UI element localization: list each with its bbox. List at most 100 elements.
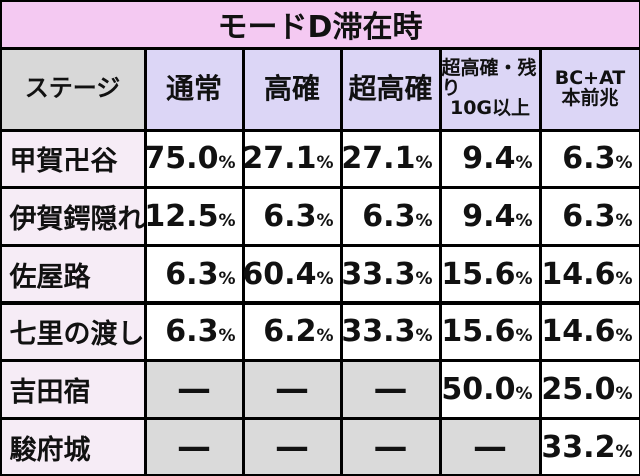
- header-cell: 超高確: [342, 49, 439, 129]
- value-cell: 75.0%: [144, 131, 242, 187]
- header-text: 10G以上: [449, 96, 531, 119]
- value-cell: 6.3%: [541, 131, 639, 187]
- unit: %: [615, 383, 633, 404]
- value: 6.3%: [362, 198, 433, 234]
- value-cell: 6.3%: [146, 246, 242, 302]
- value: 27.1%: [341, 141, 433, 177]
- value: —: [473, 427, 507, 468]
- value-cell: 60.4%: [242, 246, 340, 302]
- value-cell: 6.3%: [244, 189, 340, 244]
- value: 33.3%: [341, 314, 433, 350]
- value: 6.3%: [263, 198, 334, 234]
- unit: %: [218, 326, 236, 347]
- value-cell: 27.1%: [341, 131, 439, 187]
- value-cell: 14.6%: [541, 304, 639, 360]
- row-label: 駿府城: [1, 419, 144, 475]
- value: —: [373, 427, 408, 468]
- value-cell: —: [146, 362, 242, 417]
- value: 33.2%: [541, 429, 633, 465]
- unit: %: [316, 210, 334, 231]
- unit: %: [316, 326, 334, 347]
- header-cell: 高確: [244, 49, 340, 129]
- value: 9.4%: [462, 198, 533, 234]
- unit: %: [615, 153, 633, 174]
- header-text: 高確: [263, 72, 320, 106]
- value: 15.6%: [441, 256, 533, 292]
- value-cell: 27.1%: [242, 131, 340, 187]
- value-cell: —: [244, 419, 340, 475]
- value: 60.4%: [242, 256, 334, 292]
- value-cell: 12.5%: [144, 189, 242, 244]
- header-cell: ステージ: [1, 49, 144, 129]
- value: —: [177, 369, 211, 410]
- unit: %: [515, 268, 533, 289]
- header-text: 超高確: [348, 72, 433, 106]
- value-cell: 9.4%: [441, 189, 539, 244]
- unit: %: [615, 441, 633, 462]
- value-cell: 15.6%: [441, 246, 539, 302]
- row-label: 伊賀鍔隠れ: [1, 189, 145, 244]
- value-cell: 14.6%: [541, 246, 639, 302]
- value: —: [275, 369, 309, 410]
- value-cell: 33.3%: [341, 304, 439, 360]
- value-cell: 33.3%: [341, 246, 439, 302]
- value: 6.3%: [165, 256, 236, 292]
- unit: %: [316, 268, 334, 289]
- value: 33.3%: [341, 256, 433, 292]
- unit: %: [218, 210, 236, 231]
- title: モードD滞在時: [217, 10, 423, 45]
- unit: %: [615, 268, 633, 289]
- value-cell: 6.3%: [541, 189, 639, 244]
- value-cell: 50.0%: [441, 362, 539, 417]
- unit: %: [415, 268, 433, 289]
- stage-name: 佐屋路: [9, 261, 91, 293]
- value: 14.6%: [541, 256, 633, 292]
- row-label: 七里の渡し: [1, 304, 145, 360]
- value-cell: 25.0%: [541, 362, 639, 417]
- unit: %: [615, 326, 633, 347]
- header-cell: 通常: [146, 49, 242, 129]
- value: 15.6%: [441, 314, 533, 350]
- value: —: [373, 369, 408, 410]
- value: 25.0%: [541, 371, 633, 407]
- value: 6.3%: [562, 141, 633, 177]
- header-text: 本前兆: [561, 87, 619, 109]
- unit: %: [415, 153, 433, 174]
- value-cell: 6.3%: [342, 189, 439, 244]
- unit: %: [515, 153, 533, 174]
- title-cell: モードD滞在時: [1, 1, 639, 47]
- stage-name: 七里の渡し: [9, 319, 145, 351]
- unit: %: [218, 268, 236, 289]
- value: 6.3%: [562, 198, 633, 234]
- value: —: [275, 427, 309, 468]
- value-cell: —: [244, 362, 340, 417]
- unit: %: [515, 326, 533, 347]
- value: 50.0%: [441, 371, 533, 407]
- value: 6.3%: [165, 314, 236, 350]
- stage-name: 甲賀卍谷: [9, 146, 118, 178]
- unit: %: [415, 210, 433, 231]
- value: 6.2%: [263, 314, 334, 350]
- stage-name: 吉田宿: [9, 376, 91, 408]
- value-cell: —: [146, 419, 242, 475]
- value: —: [177, 427, 211, 468]
- row-label: 甲賀卍谷: [1, 131, 144, 187]
- header-text: BC+AT: [554, 67, 626, 90]
- unit: %: [515, 383, 533, 404]
- value-cell: —: [342, 419, 439, 475]
- value: 27.1%: [242, 141, 334, 177]
- row-label: 吉田宿: [1, 362, 144, 417]
- value-cell: 6.3%: [146, 304, 242, 360]
- value-cell: —: [342, 362, 439, 417]
- value: 75.0%: [144, 141, 236, 177]
- value-cell: —: [441, 419, 539, 475]
- header-cell: 超高確・残り 10G以上: [441, 49, 539, 129]
- header-text: ステージ: [24, 74, 121, 103]
- unit: %: [415, 326, 433, 347]
- header-text: 通常: [165, 72, 222, 106]
- row-label: 佐屋路: [1, 246, 144, 302]
- value: 9.4%: [462, 141, 533, 177]
- unit: %: [515, 210, 533, 231]
- value: 14.6%: [541, 314, 633, 350]
